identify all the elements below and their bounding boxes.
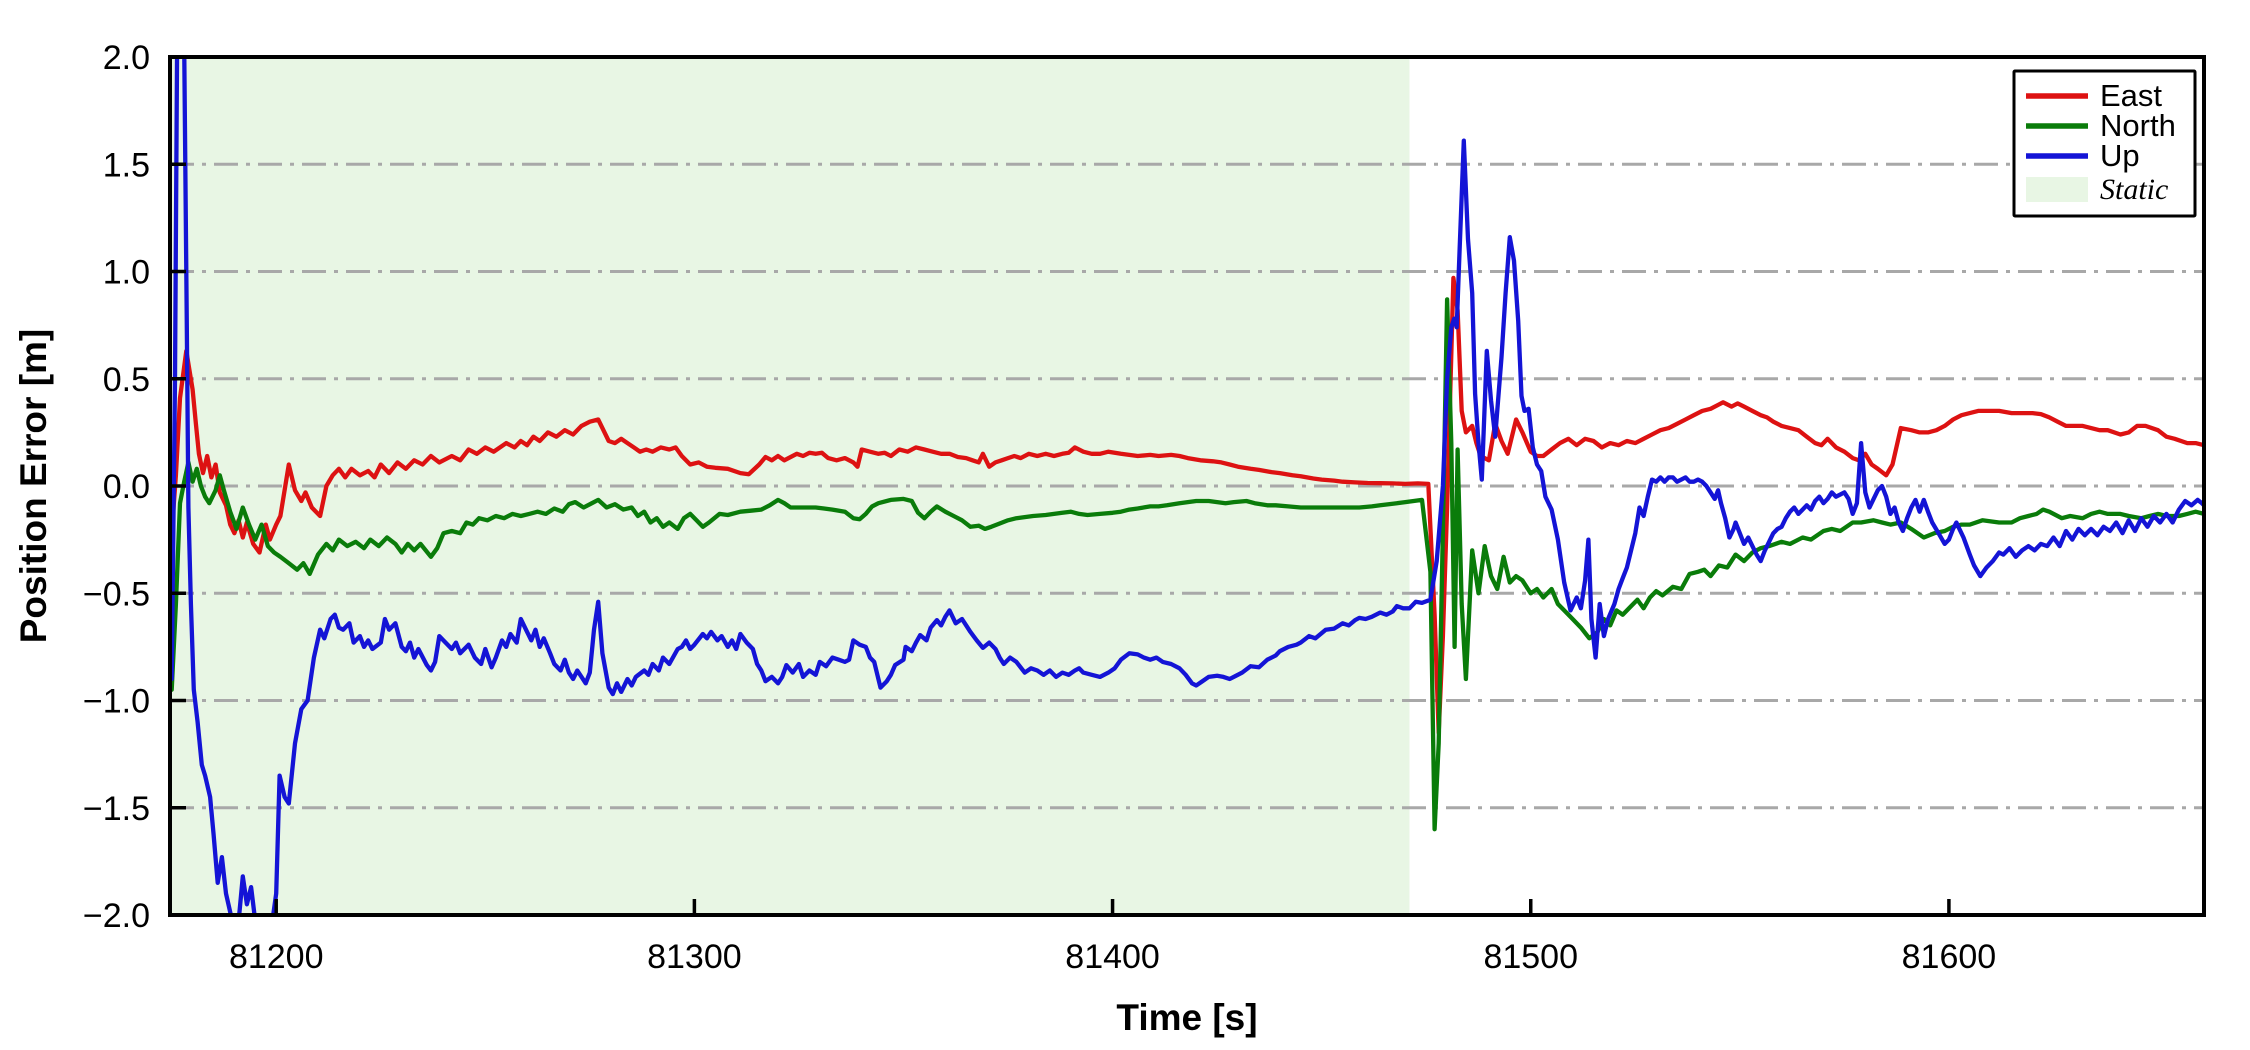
x-tick-label: 81400: [1065, 938, 1160, 976]
series-up-line: [170, 57, 2204, 915]
plot-background-layer: [170, 57, 2204, 915]
x-tick-label: 81200: [229, 938, 324, 976]
y-tick-label: 0.0: [103, 468, 150, 506]
y-axis-label: Position Error [m]: [13, 329, 54, 644]
series-east-line: [170, 275, 2204, 735]
y-tick-label: 1.5: [103, 146, 150, 184]
y-tick-label: −0.5: [83, 575, 150, 613]
legend-swatch-static-patch: [2026, 177, 2088, 202]
legend: East North Up Static: [2012, 69, 2197, 218]
y-tick-label: 2.0: [103, 39, 150, 77]
x-tick-label: 81300: [647, 938, 742, 976]
legend-label-east: East: [2100, 78, 2162, 113]
x-tick-label: 81500: [1483, 938, 1578, 976]
y-tick-label: 1.0: [103, 254, 150, 292]
axes-layer: 81200 81300 81400 81500 81600 2.0 1.5 1.0 0.5 0.0…: [83, 39, 2206, 976]
y-tick-label: −1.5: [83, 790, 150, 828]
y-tick-label: 0.5: [103, 361, 150, 399]
legend-label-north: North: [2100, 108, 2176, 143]
legend-label-up: Up: [2100, 138, 2140, 173]
series-north-line: [170, 297, 2204, 832]
y-tick-label: −2.0: [83, 897, 150, 935]
x-axis-label: Time [s]: [1116, 997, 1257, 1038]
legend-label-static: Static: [2100, 173, 2168, 206]
y-tick-label: −1.0: [83, 683, 150, 721]
series-layer: [170, 57, 2204, 915]
series-lines: [170, 57, 2204, 915]
x-tick-label: 81600: [1902, 938, 1997, 976]
